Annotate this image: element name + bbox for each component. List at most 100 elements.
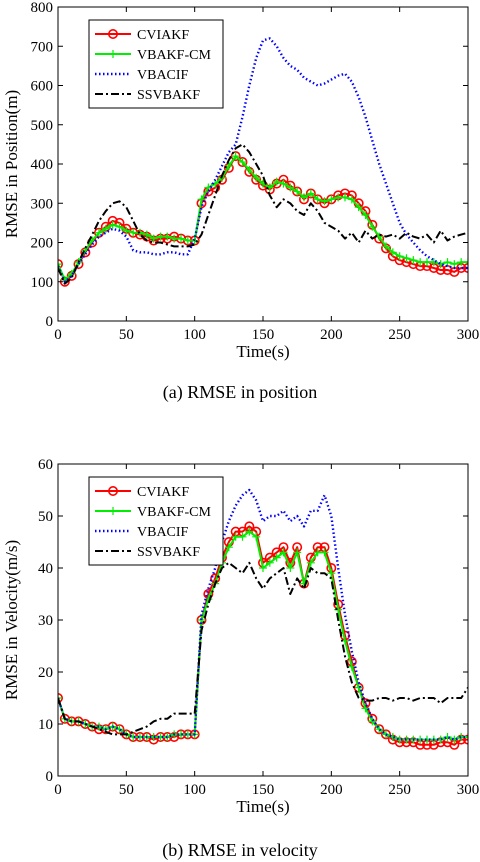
series-point-cviakf bbox=[58, 259, 63, 270]
x-tick-label: 250 bbox=[388, 782, 411, 798]
y-tick-label: 0 bbox=[46, 769, 54, 785]
series-point-vbakf-cm bbox=[142, 230, 151, 239]
series-point-vbakf-cm bbox=[286, 564, 295, 572]
y-tick-label: 20 bbox=[38, 665, 53, 681]
series-point-vbakf-cm bbox=[361, 211, 370, 220]
x-tick-label: 50 bbox=[119, 327, 134, 343]
legend-marker-vbakf-cm bbox=[109, 507, 117, 515]
series-point-vbakf-cm bbox=[231, 152, 240, 161]
series-point-vbakf-cm bbox=[306, 558, 315, 567]
y-tick-label: 60 bbox=[38, 457, 53, 473]
series-point-vbakf-cm bbox=[170, 234, 179, 243]
series-point-vbakf-cm bbox=[464, 733, 468, 741]
series-point-vbakf-cm bbox=[272, 177, 281, 186]
series-point-cviakf bbox=[230, 151, 241, 162]
x-tick-label: 200 bbox=[320, 327, 343, 343]
series-point-cviakf bbox=[94, 227, 105, 238]
x-tick-label: 150 bbox=[252, 327, 275, 343]
series-point-vbakf-cm bbox=[156, 232, 165, 241]
y-tick-label: 30 bbox=[38, 613, 53, 629]
x-tick-label: 0 bbox=[54, 327, 62, 343]
series-point-vbakf-cm bbox=[327, 195, 336, 204]
series-point-vbakf-cm bbox=[327, 569, 336, 578]
x-tick-label: 200 bbox=[320, 782, 343, 798]
series-point-vbakf-cm bbox=[347, 195, 356, 204]
y-tick-label: 400 bbox=[31, 157, 54, 173]
legend-label-cviakf: CVIAKF bbox=[137, 28, 189, 43]
series-point-vbakf-cm bbox=[252, 532, 261, 541]
y-tick-label: 700 bbox=[31, 39, 54, 55]
x-tick-label: 50 bbox=[119, 782, 134, 798]
position-rmse-chart: 0 50 100 150 200 250 300 0 100 200 300 400 500 600 700… bbox=[2, 0, 479, 361]
series-point-vbakf-cm bbox=[443, 258, 452, 267]
x-tick-label: 100 bbox=[183, 782, 206, 798]
series-point-vbakf-cm bbox=[320, 197, 329, 206]
x-tick-label: 100 bbox=[183, 327, 206, 343]
velocity-rmse-panel: 0 50 100 150 200 250 300 0 10 20 30 40 50 60 Time(s) RM… bbox=[0, 440, 480, 862]
series-point-vbakf-cm bbox=[354, 683, 363, 692]
legend: CVIAKF VBAKF-CM VBACIF SSVBAKF bbox=[88, 476, 224, 566]
series-point-vbakf-cm bbox=[341, 193, 349, 202]
series-point-vbakf-cm bbox=[129, 228, 138, 237]
x-tick-label: 150 bbox=[252, 782, 275, 798]
series-point-vbakf-cm bbox=[197, 195, 206, 204]
series-point-vbakf-cm bbox=[368, 222, 377, 231]
legend-marker-cviakf bbox=[108, 485, 119, 496]
series-point-vbakf-cm bbox=[279, 179, 288, 188]
series-line-ssvbakf bbox=[58, 143, 468, 285]
legend-marker-vbakf-cm bbox=[109, 50, 117, 58]
legend-label-vbakf-cm: VBAKF-CM bbox=[137, 505, 211, 520]
legend-label-ssvbakf: SSVBAKF bbox=[137, 545, 200, 560]
legend-label-cviakf: CVIAKF bbox=[137, 485, 189, 500]
y-tick-label: 40 bbox=[38, 561, 53, 577]
series-point-vbakf-cm bbox=[368, 717, 377, 726]
series-point-vbakf-cm bbox=[354, 203, 363, 212]
y-tick-label: 50 bbox=[38, 509, 53, 525]
y-tick-label: 200 bbox=[31, 236, 54, 252]
series-point-vbakf-cm bbox=[293, 548, 302, 557]
position-rmse-panel: 0 50 100 150 200 250 300 0 100 200 300 400 500 600 700… bbox=[0, 0, 480, 420]
series-point-vbakf-cm bbox=[238, 158, 247, 167]
series-point-vbakf-cm bbox=[224, 161, 233, 170]
velocity-rmse-chart: 0 50 100 150 200 250 300 0 10 20 30 40 50 60 Time(s) RM… bbox=[2, 457, 480, 816]
series-point-vbakf-cm bbox=[320, 548, 329, 557]
series-point-vbakf-cm bbox=[101, 224, 110, 233]
series-point-vbakf-cm bbox=[177, 234, 185, 243]
series-point-vbakf-cm bbox=[293, 187, 302, 196]
series-point-vbakf-cm bbox=[245, 165, 254, 174]
series-point-cviakf bbox=[58, 693, 63, 703]
series-point-vbakf-cm bbox=[95, 228, 103, 237]
series-line-ssvbakf bbox=[58, 561, 468, 736]
x-tick-label: 300 bbox=[457, 782, 480, 798]
series-point-cviakf bbox=[237, 157, 248, 168]
series-point-vbakf-cm bbox=[300, 193, 308, 202]
x-axis-label: Time(s) bbox=[236, 797, 289, 816]
y-tick-label: 10 bbox=[38, 717, 53, 733]
series-point-vbakf-cm bbox=[416, 258, 425, 267]
series-point-vbakf-cm bbox=[306, 189, 315, 198]
series-point-vbakf-cm bbox=[313, 548, 322, 557]
caption-position: (a) RMSE in position bbox=[162, 382, 318, 402]
series-point-vbakf-cm bbox=[122, 226, 131, 235]
y-tick-label: 100 bbox=[31, 275, 54, 291]
series-point-vbakf-cm bbox=[279, 548, 288, 557]
series-point-vbakf-cm bbox=[382, 242, 390, 251]
series-point-vbakf-cm bbox=[388, 248, 397, 257]
series-point-vbakf-cm bbox=[163, 232, 172, 241]
legend-label-vbakf-cm: VBAKF-CM bbox=[137, 48, 211, 63]
series-point-vbakf-cm bbox=[224, 543, 233, 552]
legend-marker-cviakf bbox=[108, 28, 119, 39]
legend-label-vbacif: VBACIF bbox=[137, 68, 189, 83]
y-tick-label: 500 bbox=[31, 118, 54, 134]
series-point-vbakf-cm bbox=[259, 564, 267, 572]
y-tick-label: 300 bbox=[31, 196, 54, 212]
series-point-cviakf bbox=[380, 729, 391, 740]
series-point-vbakf-cm bbox=[272, 553, 281, 562]
series-point-vbakf-cm bbox=[423, 258, 431, 267]
legend-label-ssvbakf: SSVBAKF bbox=[137, 88, 200, 103]
series-point-vbakf-cm bbox=[464, 258, 468, 267]
series-point-cviakf bbox=[292, 186, 303, 197]
series-point-vbakf-cm bbox=[395, 252, 404, 261]
series-point-vbakf-cm bbox=[58, 694, 62, 702]
x-tick-label: 0 bbox=[54, 782, 62, 798]
